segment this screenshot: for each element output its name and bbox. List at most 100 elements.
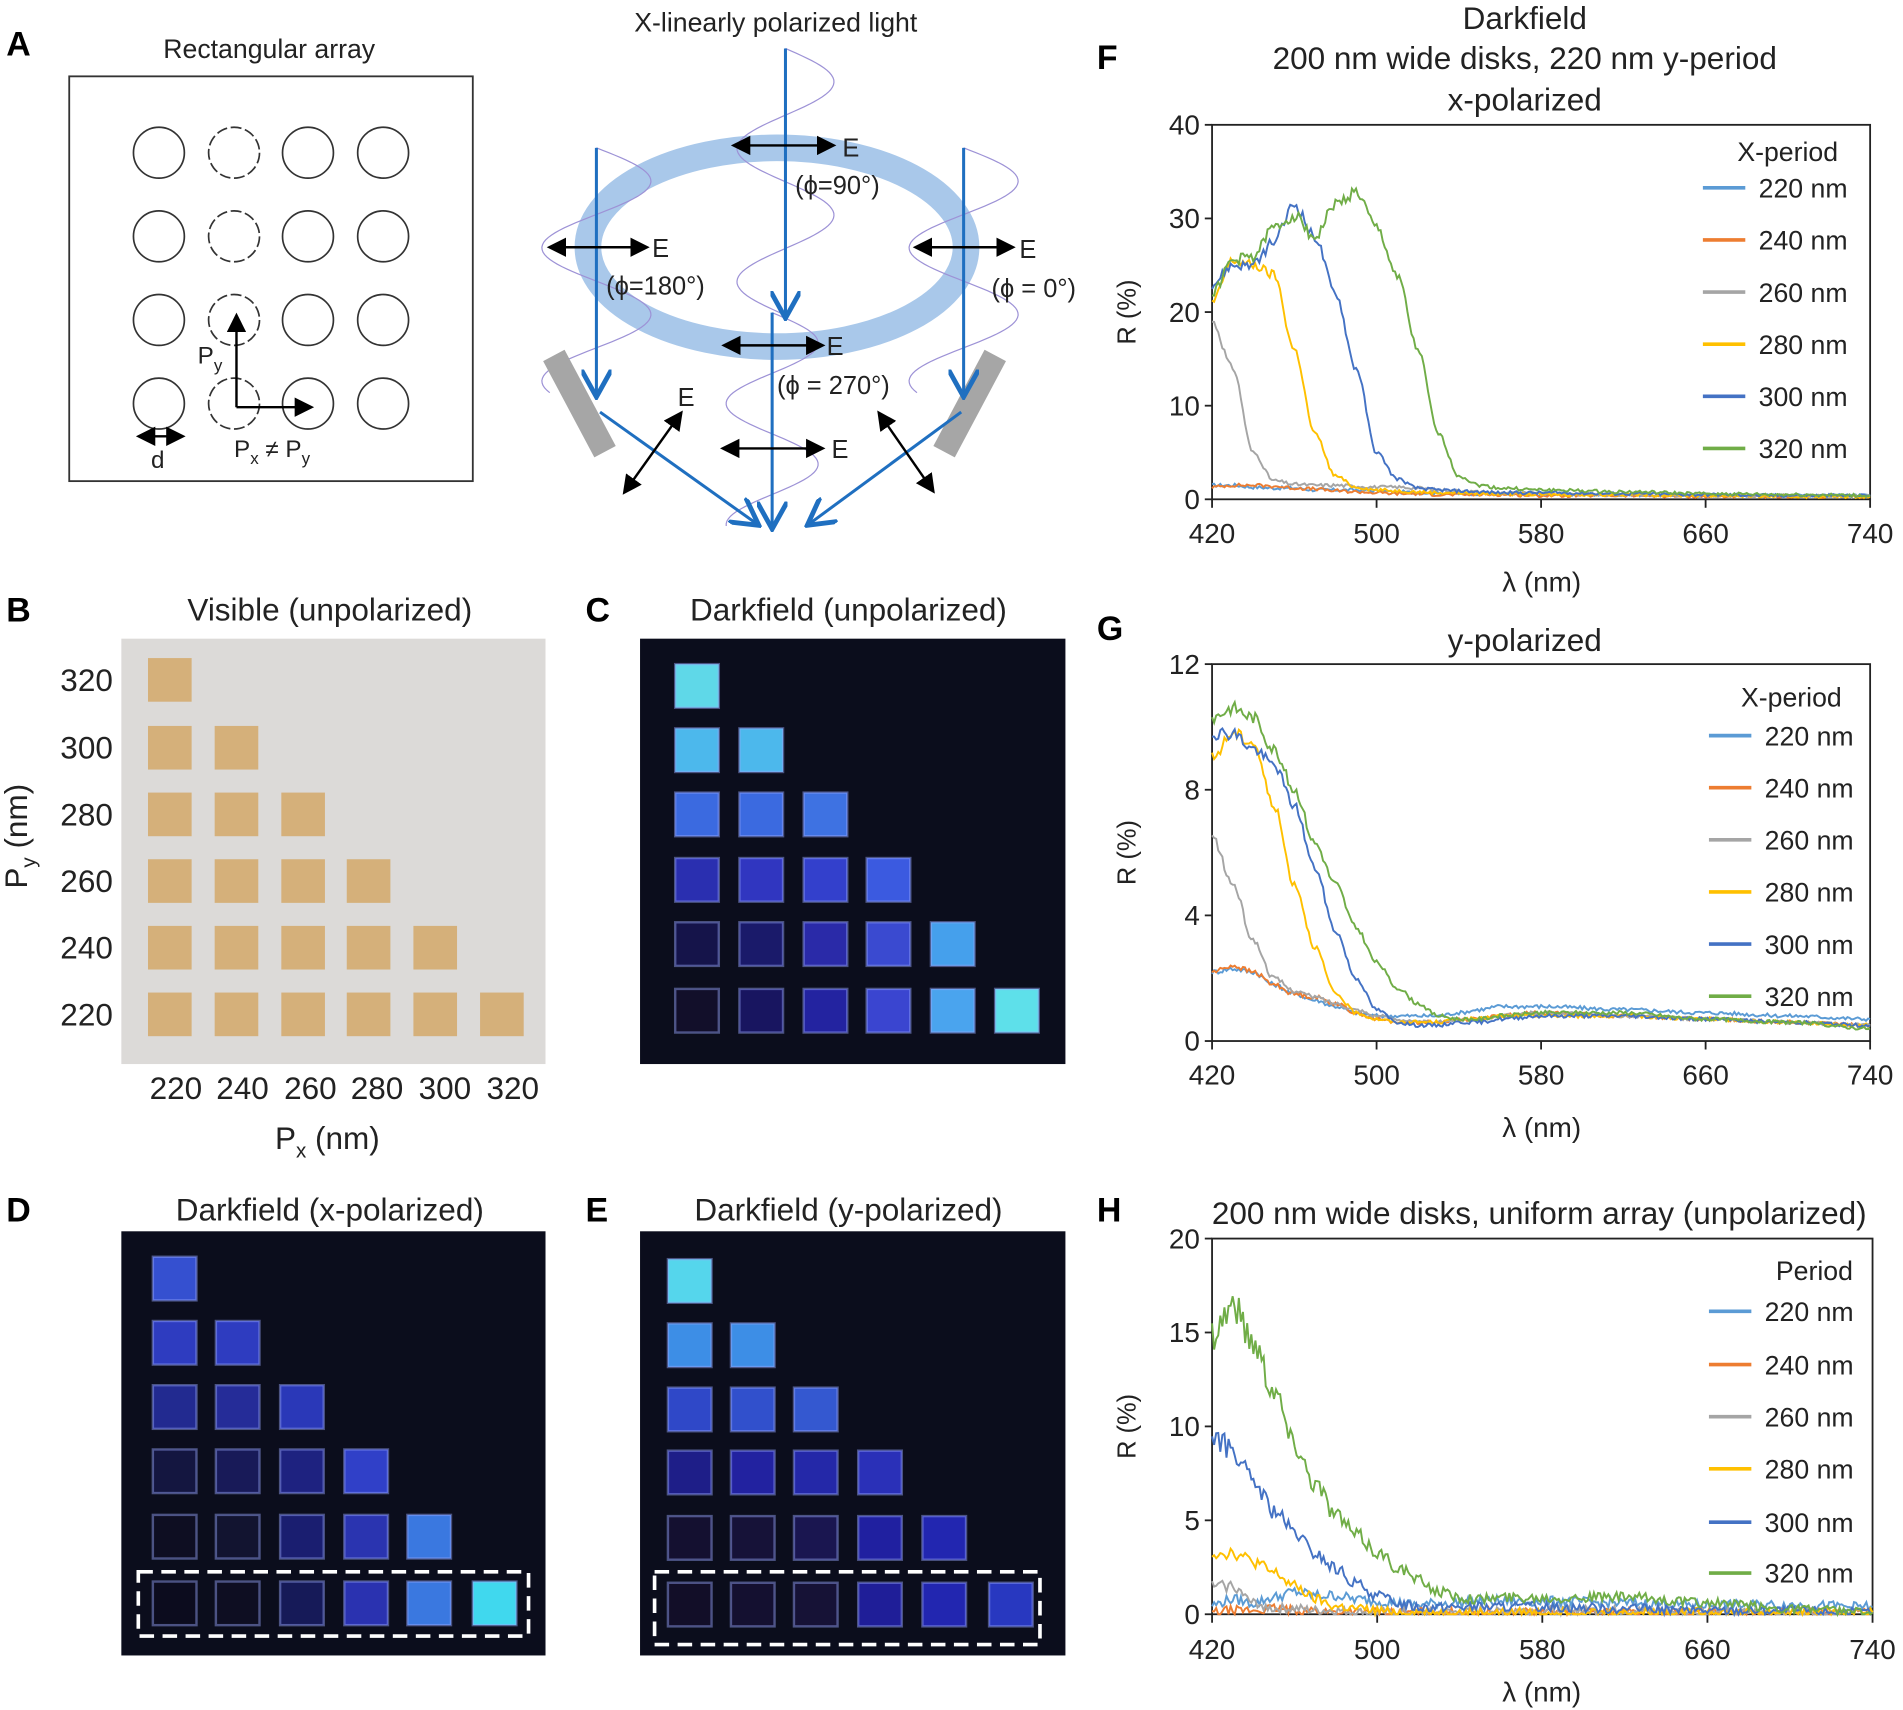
array-square	[666, 1257, 713, 1305]
legend-label: 240 nm	[1765, 773, 1854, 803]
series-line-280-nm	[1211, 1546, 1874, 1618]
disk-grid	[132, 126, 410, 430]
x-tick-label: 740	[1849, 1634, 1895, 1665]
e-field-arrow-reflected-right	[877, 410, 935, 494]
e-label: E	[652, 235, 669, 263]
panel-e-title: Darkfield (y-polarized)	[694, 1191, 1002, 1227]
array-square	[729, 1386, 776, 1433]
nanodisk	[207, 293, 261, 347]
array-square	[148, 859, 192, 903]
array-square	[214, 1448, 261, 1495]
visible-micrograph	[121, 638, 546, 1065]
chart-title: y-polarized	[1448, 622, 1602, 658]
x-tick-label: 500	[1353, 518, 1399, 549]
px-neq-py-label: Px ≠ Py	[234, 436, 311, 468]
mirror-left	[543, 349, 616, 458]
chart-g: y-polarized 0 4 8 12 420 500 580 660 740 λ (nm) R (…	[1114, 622, 1894, 1143]
y-tick-label: 10	[1169, 1411, 1200, 1442]
array-square	[151, 1448, 198, 1495]
legend-label: 280 nm	[1759, 330, 1848, 360]
array-square	[865, 987, 912, 1034]
y-tick-label: 10	[1169, 390, 1200, 421]
legend-label: 220 nm	[1765, 1297, 1854, 1327]
panel-b-visible: Visible (unpolarized) 320 300 280 260 240 220…	[0, 591, 546, 1162]
panel-label-h: H	[1097, 1192, 1122, 1230]
legend-label: 300 nm	[1759, 382, 1848, 412]
nanodisk	[281, 126, 335, 179]
y-tick-label: 0	[1184, 1599, 1200, 1630]
array-square	[214, 992, 259, 1037]
wave-icon	[541, 147, 652, 394]
nanodisk	[356, 377, 410, 430]
panel-b-ylabel: Py (nm)	[0, 784, 40, 889]
array-square	[406, 1580, 453, 1627]
array-square	[281, 925, 325, 970]
array-square	[929, 987, 976, 1034]
array-square	[471, 1580, 518, 1627]
y-tick-label: 0	[1184, 484, 1200, 515]
series-line-320-nm	[1211, 699, 1871, 1031]
y-tick-label: 5	[1184, 1505, 1200, 1536]
array-square	[921, 1581, 968, 1628]
array-square	[666, 1386, 713, 1433]
array-square	[666, 1322, 713, 1369]
array-square	[148, 658, 192, 702]
chart-title: Darkfield	[1463, 0, 1587, 36]
phi-0-label: (ϕ = 0°)	[991, 275, 1076, 303]
highlight-row-box	[136, 1570, 531, 1638]
y-axis-label: R (%)	[1114, 820, 1142, 885]
nanodisk	[207, 377, 261, 430]
panel-label-d: D	[6, 1192, 31, 1230]
beam-reflected-left	[599, 410, 756, 523]
panel-e-darkfield-y: Darkfield (y-polarized)	[640, 1191, 1066, 1656]
x-axis-label: λ (nm)	[1502, 1677, 1581, 1708]
x-tick-label: 660	[1682, 1060, 1728, 1091]
phi-180-label: (ϕ=180°)	[606, 272, 705, 300]
array-square	[738, 791, 785, 838]
array-square	[278, 1580, 325, 1627]
array-square	[343, 1448, 390, 1495]
array-square	[666, 1514, 713, 1561]
array-square	[151, 1255, 198, 1302]
y-tick-label: 0	[1184, 1026, 1200, 1057]
panel-a-array: Rectangular array Py Px ≠ Py d	[68, 34, 474, 483]
array-square	[214, 859, 259, 903]
array-square	[214, 1513, 261, 1560]
array-square	[343, 1513, 390, 1560]
array-square	[278, 1448, 325, 1495]
legend-title: X-period	[1741, 683, 1842, 713]
array-square	[214, 1580, 261, 1627]
d-label: d	[151, 447, 164, 474]
x-tick-label: 320	[487, 1070, 540, 1106]
nanodisk	[281, 377, 335, 430]
array-square	[802, 856, 849, 903]
y-tick-label: 40	[1169, 110, 1200, 141]
panel-d-darkfield-x: Darkfield (x-polarized)	[121, 1191, 546, 1656]
array-square	[148, 925, 192, 970]
array-square	[673, 921, 721, 968]
nanodisk	[356, 210, 410, 263]
y-tick-label: 20	[1169, 297, 1200, 328]
legend-label: 220 nm	[1765, 721, 1854, 751]
x-tick-label: 500	[1354, 1634, 1400, 1665]
y-tick-label: 320	[60, 662, 113, 698]
polarization-diagram: X-linearly polarized light E (ϕ=90°) E (…	[541, 8, 1076, 526]
array-square	[278, 1383, 325, 1431]
series-line-300-nm	[1212, 726, 1871, 1029]
array-square	[214, 725, 259, 770]
legend-label: 320 nm	[1759, 434, 1848, 464]
x-tick-label: 280	[351, 1070, 404, 1106]
phi-270-label: (ϕ = 270°)	[777, 372, 890, 400]
nanodisk	[132, 293, 186, 347]
array-square	[729, 1514, 776, 1561]
array-square	[214, 792, 259, 837]
chart-h: 200 nm wide disks, uniform array (unpola…	[1114, 1195, 1896, 1707]
panel-b-title: Visible (unpolarized)	[187, 591, 472, 627]
legend-label: 300 nm	[1765, 930, 1854, 960]
e-label: E	[827, 333, 844, 361]
plot-frame	[1211, 663, 1872, 1042]
x-axis-label: λ (nm)	[1502, 566, 1581, 597]
array-square	[346, 925, 391, 970]
array-square	[865, 856, 912, 903]
